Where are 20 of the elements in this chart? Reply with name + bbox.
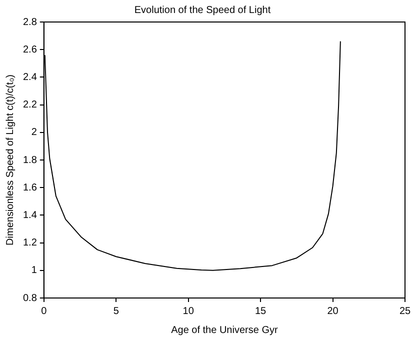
x-tick-label: 15 xyxy=(255,306,267,317)
x-tick-label: 0 xyxy=(41,306,48,317)
y-tick-label: 1.2 xyxy=(22,238,38,249)
y-axis-title: Dimensionless Speed of Light c(t)/c(t₀) xyxy=(4,74,16,246)
y-tick-label: 1.8 xyxy=(22,154,38,166)
y-tick-label: 2.4 xyxy=(22,72,38,83)
x-axis-title: Age of the Universe Gyr xyxy=(171,324,278,336)
y-tick-label: 2 xyxy=(31,127,38,138)
x-tick-label: 20 xyxy=(327,306,339,317)
x-tick-label: 5 xyxy=(113,306,120,317)
x-tick-label: 25 xyxy=(399,306,411,317)
y-tick-label: 1.4 xyxy=(22,210,38,221)
y-tick-label: 1 xyxy=(31,265,38,276)
y-tick-label: 2.6 xyxy=(22,44,38,56)
y-tick-label: 1.6 xyxy=(22,182,38,194)
y-tick-label: 2.8 xyxy=(22,16,38,28)
y-tick-label: 0.8 xyxy=(22,292,38,304)
y-tick-label: 2.2 xyxy=(22,100,38,111)
x-tick-label: 10 xyxy=(182,306,194,317)
chart-title: Evolution of the Speed of Light xyxy=(134,4,271,16)
